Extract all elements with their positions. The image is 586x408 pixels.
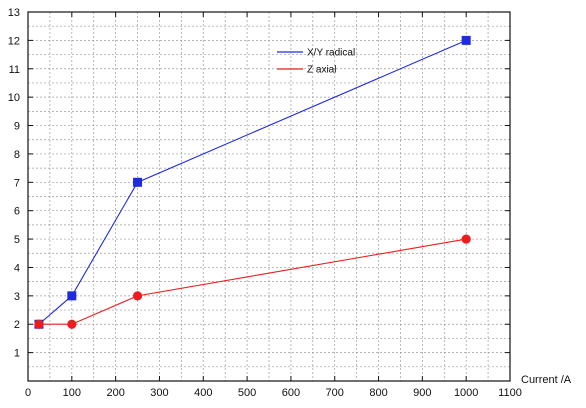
y-tick-label: 3 [14, 291, 20, 303]
x-tick-label: 900 [413, 387, 431, 399]
y-tick-label: 7 [14, 177, 20, 189]
y-tick-label: 2 [14, 319, 20, 331]
data-point [133, 177, 143, 187]
x-tick-label: 0 [25, 387, 31, 399]
data-point [461, 234, 471, 244]
x-axis-label: Current /A [521, 374, 572, 386]
x-tick-label: 600 [282, 387, 300, 399]
data-point [132, 291, 143, 301]
x-tick-label: 300 [150, 387, 168, 399]
x-tick-label: 200 [106, 387, 124, 399]
data-point [34, 319, 44, 329]
y-tick-label: 13 [8, 7, 20, 19]
legend-label: X/Y radical [307, 48, 355, 59]
data-point [461, 35, 471, 45]
data-point [67, 291, 77, 301]
y-tick-label: 8 [14, 149, 20, 161]
y-tick-label: 12 [8, 35, 20, 47]
plot-frame [27, 11, 511, 382]
y-tick-label: 10 [8, 92, 20, 104]
x-tick-label: 700 [326, 387, 344, 399]
series-line [38, 238, 467, 325]
x-tick-label: 1100 [498, 387, 522, 399]
x-tick-label: 1000 [454, 387, 478, 399]
legend-label: Z axial [307, 65, 336, 76]
data-point [67, 319, 77, 329]
x-tick-label: 100 [63, 387, 81, 399]
series-line [38, 39, 467, 325]
y-tick-label: 4 [14, 262, 20, 274]
y-tick-label: 1 [14, 348, 20, 360]
y-tick-label: 9 [14, 121, 20, 133]
grid-lines [28, 12, 510, 381]
axis-ticks: 0 100 200 300 400 500 600 700 800 900 1000 11001234… [8, 7, 522, 399]
y-tick-label: 11 [9, 64, 20, 76]
legend: X/Y radical Z axial [277, 48, 355, 76]
x-tick-label: 500 [238, 387, 256, 399]
series-z-axial [34, 234, 471, 329]
x-tick-label: 800 [369, 387, 387, 399]
y-tick-label: 5 [14, 234, 20, 246]
series-layer [34, 35, 471, 329]
y-tick-label: 6 [14, 206, 20, 218]
x-tick-label: 400 [194, 387, 212, 399]
